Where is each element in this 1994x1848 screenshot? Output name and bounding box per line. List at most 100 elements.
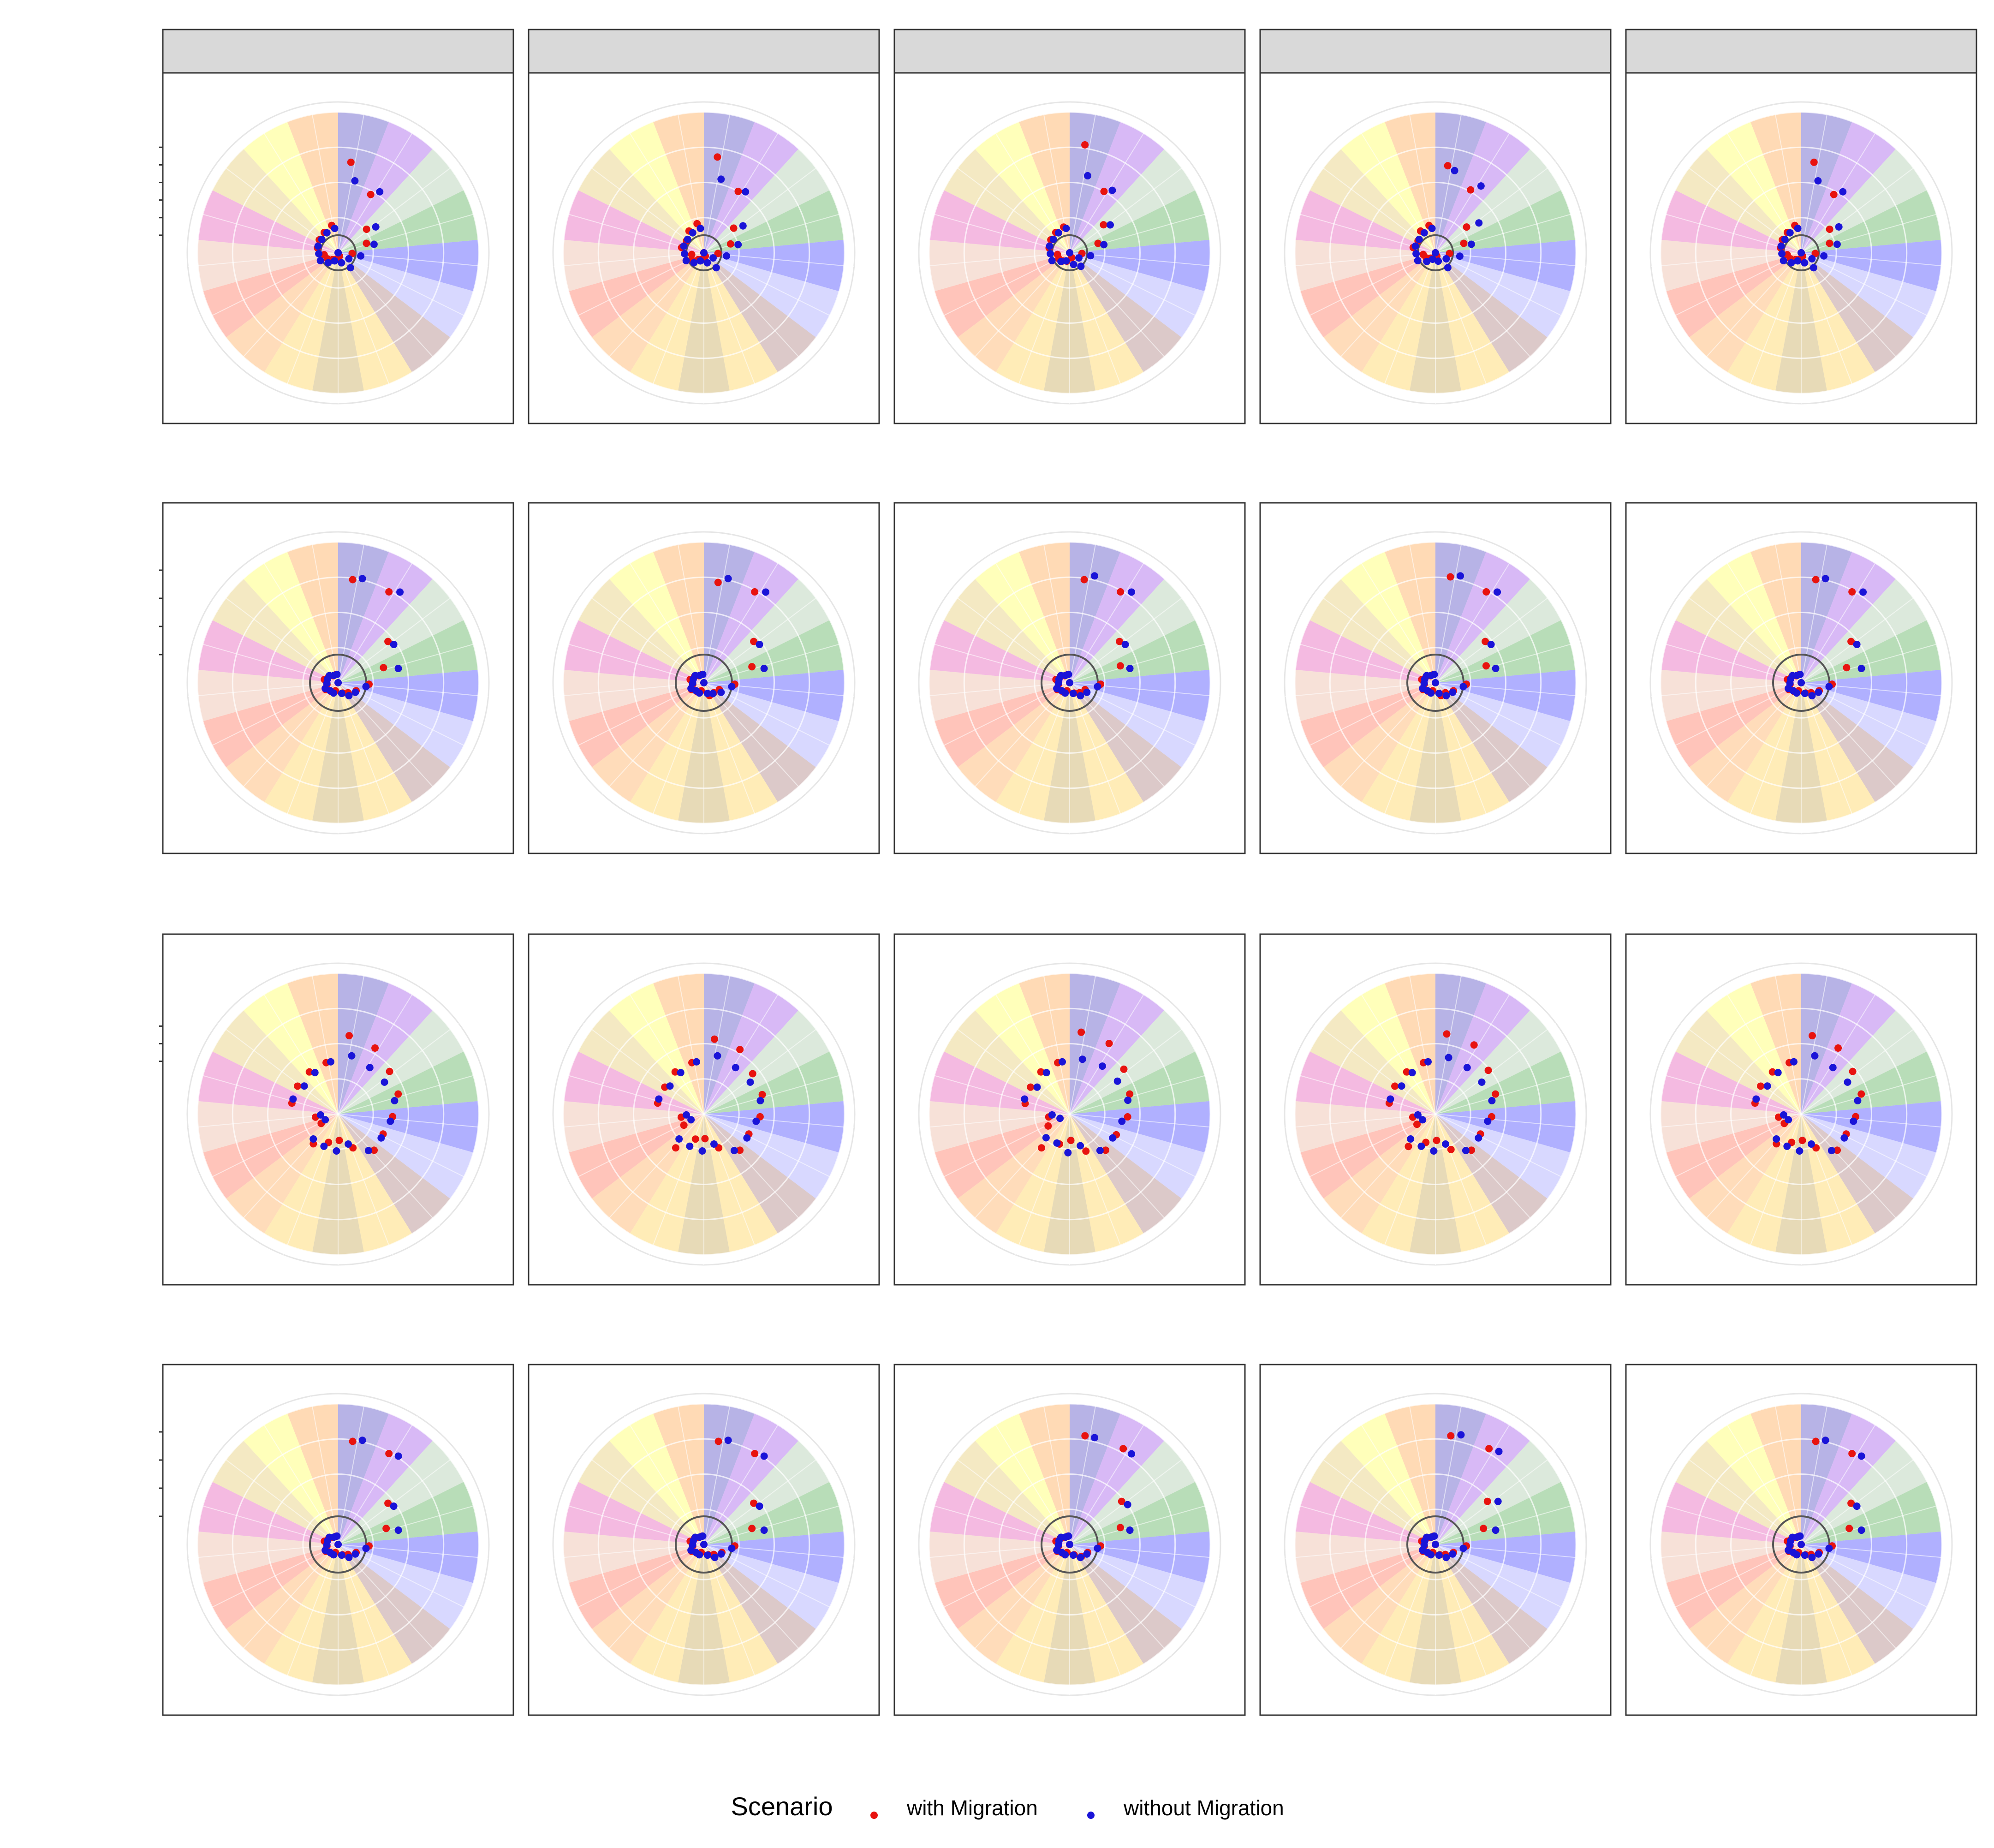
point-without-migration-sas <box>1794 225 1802 232</box>
point-without-migration-bra <box>1808 1554 1816 1562</box>
spoke <box>338 682 440 795</box>
point-with-migration-jpn <box>1463 223 1470 231</box>
spoke <box>1435 1502 1581 1545</box>
point-without-migration-mea <box>1066 249 1073 256</box>
spoke <box>703 1544 759 1686</box>
facet-grid <box>159 29 1977 1716</box>
spoke <box>236 1544 339 1657</box>
sector-sea <box>1666 253 1801 338</box>
point-without-migration-ssa <box>1763 1082 1771 1090</box>
sector-lac <box>704 253 778 391</box>
point-without-migration-eur <box>1825 1544 1833 1552</box>
sector-oce <box>1435 1482 1576 1544</box>
spoke <box>1407 534 1436 683</box>
spoke <box>1333 1544 1436 1657</box>
point-without-migration-can <box>1098 1062 1106 1070</box>
sector-oce <box>338 620 478 683</box>
spoke <box>1435 641 1581 683</box>
sector-bra <box>704 1114 816 1234</box>
sector-sas <box>1018 973 1070 1114</box>
sector-sea <box>934 683 1070 768</box>
spoke <box>338 1114 393 1255</box>
point-without-migration-lac <box>1077 1142 1084 1150</box>
sector-oce <box>1070 190 1210 253</box>
spoke <box>1333 682 1436 795</box>
spoke <box>1801 1114 1952 1129</box>
point-without-migration-lac <box>1801 1551 1809 1559</box>
spoke <box>338 161 459 253</box>
point-without-migration-mea <box>1432 249 1439 256</box>
point-with-migration-eur <box>1446 250 1453 257</box>
point-without-migration-eur <box>723 252 731 260</box>
sector-sea <box>1300 683 1435 768</box>
sector-ssa <box>943 149 1070 253</box>
spoke <box>703 252 806 365</box>
point-with-migration-oce <box>1492 1090 1500 1098</box>
spoke <box>1435 1544 1538 1657</box>
sector-bra <box>1070 1544 1182 1664</box>
spoke <box>338 1023 459 1115</box>
spoke <box>1069 534 1098 683</box>
point-with-migration-mea <box>1433 1137 1440 1145</box>
panel-a-ssp2 <box>528 72 880 424</box>
sector-ind <box>1340 1413 1435 1544</box>
spoke <box>1356 985 1436 1115</box>
point-without-migration-jpn <box>1106 221 1114 229</box>
point-without-migration-ind <box>1042 1069 1050 1077</box>
point-with-migration-can <box>371 1044 379 1052</box>
row-b <box>159 502 1977 854</box>
sector-mex <box>1801 1544 1937 1629</box>
point-without-migration-jpn <box>1853 641 1861 649</box>
point-without-migration-chn <box>314 242 322 250</box>
spoke <box>1069 554 1149 683</box>
sector-sea <box>934 1544 1070 1629</box>
point-without-migration-mea <box>334 1541 342 1548</box>
point-with-migration-can <box>367 191 375 198</box>
sector-jpn <box>1801 578 1928 683</box>
spoke <box>1069 1023 1190 1115</box>
spoke <box>1666 252 1802 321</box>
sector-usa <box>1801 112 1852 253</box>
sector-sea <box>568 683 704 768</box>
sector-tec <box>957 683 1070 803</box>
point-without-migration-sas <box>1796 1532 1804 1540</box>
spoke <box>283 252 339 394</box>
sector-bra <box>338 1114 451 1234</box>
point-with-migration-oce <box>1845 1525 1853 1532</box>
point-without-migration-can <box>1829 1064 1837 1072</box>
spoke <box>601 682 704 795</box>
spoke <box>949 1453 1070 1545</box>
sector-can <box>1070 983 1165 1114</box>
point-without-migration-oce <box>1100 241 1108 249</box>
sector-chn <box>564 620 704 683</box>
sector-ind <box>1706 1413 1801 1544</box>
point-without-migration-eur <box>1118 1117 1126 1125</box>
point-without-migration-sas <box>1065 670 1072 678</box>
spoke <box>1069 591 1190 683</box>
point-without-migration-mea <box>698 1147 706 1155</box>
point-without-migration-tec <box>1787 259 1795 267</box>
sector-zaf <box>1361 1544 1435 1683</box>
sector-can <box>1801 551 1896 683</box>
point-without-migration-mea <box>700 679 708 686</box>
strip-ssp1 <box>162 29 514 74</box>
point-without-migration-jpn <box>1844 1078 1851 1086</box>
spoke <box>1333 252 1436 365</box>
point-without-migration-sea <box>321 1116 329 1124</box>
point-without-migration-mex <box>1083 688 1091 696</box>
sector-chn <box>1295 620 1435 683</box>
point-with-migration-usa <box>1812 576 1820 584</box>
point-without-migration-lac <box>1441 1140 1449 1148</box>
sector-bra <box>1070 683 1182 803</box>
spoke <box>559 1072 704 1115</box>
row-c <box>159 933 1977 1286</box>
spoke <box>338 1544 440 1657</box>
point-without-migration-usa <box>1821 575 1829 583</box>
point-without-migration-eur <box>1825 683 1833 691</box>
spoke <box>338 1502 483 1545</box>
point-without-migration-mea <box>1796 1147 1804 1155</box>
sector-bra <box>1801 683 1914 803</box>
point-without-migration-chn <box>1046 242 1054 250</box>
sector-mex <box>1801 1114 1937 1199</box>
sector-can <box>704 551 799 683</box>
